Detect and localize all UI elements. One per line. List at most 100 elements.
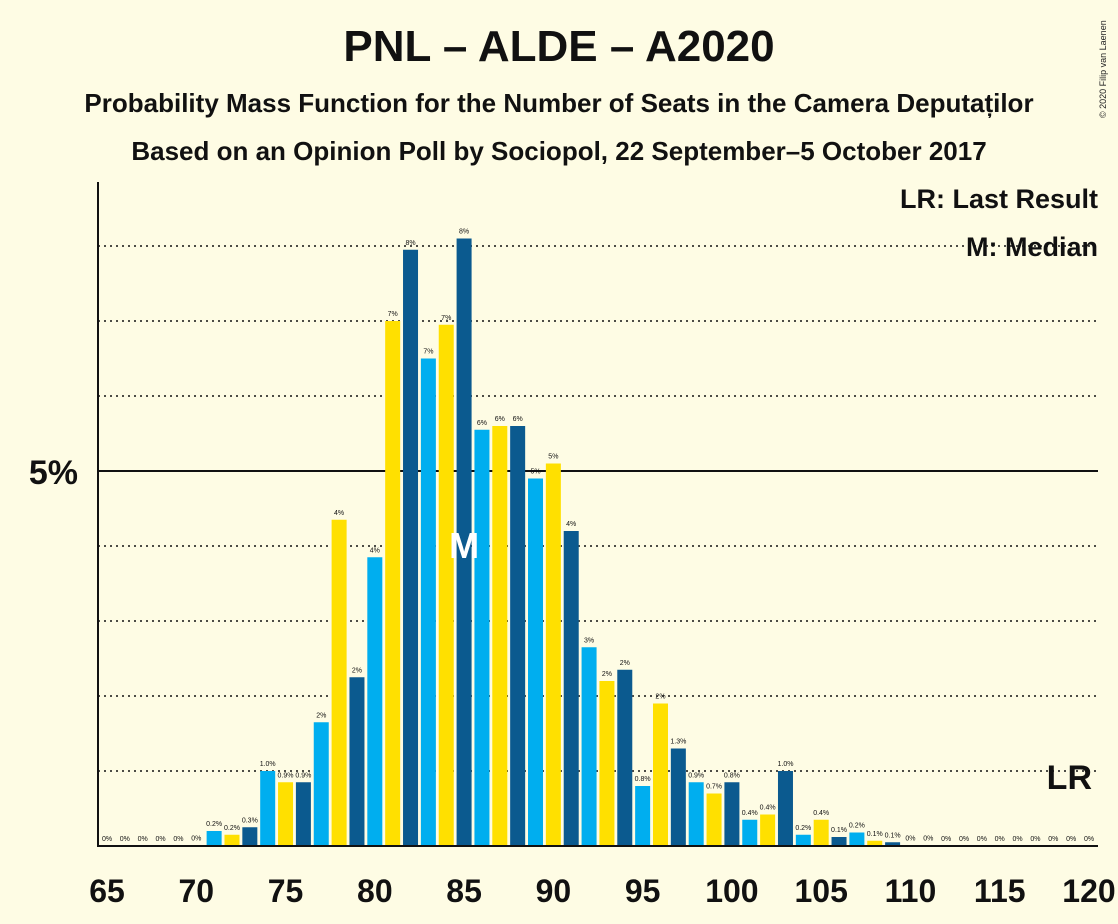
bar — [652, 703, 668, 846]
bar-label: 2% — [316, 712, 326, 719]
bar-label: 8% — [405, 240, 415, 247]
bar — [617, 669, 633, 846]
bar-label: 0.8% — [635, 776, 651, 783]
bar — [278, 782, 294, 846]
bar-label: 2% — [620, 660, 630, 667]
bar-label: 0.9% — [278, 772, 294, 779]
bar — [849, 832, 865, 846]
bar-label: 2% — [602, 671, 612, 678]
x-tick-label: 95 — [625, 873, 661, 909]
bar-label: 7% — [441, 315, 451, 322]
bar — [474, 429, 490, 846]
x-tick-label: 80 — [357, 873, 393, 909]
bar-label: 0.2% — [849, 823, 865, 830]
bar-label: 5% — [530, 469, 540, 476]
bar-label: 3% — [584, 637, 594, 644]
bar-label: 6% — [477, 420, 487, 427]
x-tick-label: 85 — [446, 873, 482, 909]
bar-label: 0% — [977, 836, 987, 843]
bar-label: 0.4% — [760, 805, 776, 812]
bar — [885, 842, 901, 846]
bar — [510, 426, 526, 846]
bar — [385, 321, 401, 846]
bar-label: 6% — [513, 416, 523, 423]
bar — [295, 782, 311, 846]
legend-median: M: Median — [966, 232, 1098, 262]
bar — [867, 840, 883, 846]
bar-label: 0.2% — [206, 821, 222, 828]
bar-label: 2% — [655, 694, 665, 701]
bar-label: 0% — [1066, 836, 1076, 843]
bar-label: 0.1% — [867, 831, 883, 838]
bar — [795, 834, 811, 846]
bar-label: 7% — [388, 311, 398, 318]
bar-label: 2% — [352, 667, 362, 674]
x-tick-label: 115 — [974, 873, 1026, 909]
bar — [545, 463, 561, 846]
bar — [313, 722, 329, 846]
chart-subtitle: Probability Mass Function for the Number… — [84, 88, 1034, 118]
bar-label: 4% — [566, 521, 576, 528]
bar-label: 1.0% — [777, 761, 793, 768]
bar-label: 0.7% — [706, 784, 722, 791]
bar-label: 6% — [495, 416, 505, 423]
legend-last-result: LR: Last Result — [899, 184, 1098, 214]
bar — [528, 478, 544, 846]
y-tick-label: 5% — [29, 454, 78, 492]
bar-label: 0.4% — [742, 810, 758, 817]
bar — [724, 782, 740, 846]
bar-label: 4% — [334, 510, 344, 517]
bar-label: 0% — [941, 836, 951, 843]
bar-label: 7% — [423, 349, 433, 356]
bar-label: 0.3% — [242, 817, 258, 824]
bar — [599, 681, 615, 846]
bar-label: 0% — [923, 835, 933, 842]
bar-label: 0% — [102, 836, 112, 843]
bar-label: 0.9% — [295, 772, 311, 779]
bar — [760, 814, 776, 846]
bar — [492, 426, 508, 846]
bar-label: 0% — [1084, 836, 1094, 843]
bar-label: 0% — [905, 835, 915, 842]
bar — [581, 647, 597, 846]
bar-label: 0% — [120, 836, 130, 843]
bar — [331, 519, 347, 846]
bar-label: 0.2% — [795, 825, 811, 832]
bar — [742, 819, 758, 846]
bar — [349, 677, 365, 846]
bar-label: 0.9% — [688, 772, 704, 779]
x-tick-label: 70 — [178, 873, 214, 909]
x-tick-label: 120 — [1062, 873, 1115, 909]
bar — [420, 358, 436, 846]
bar-label: 0.2% — [224, 825, 240, 832]
bar-label: 0.1% — [885, 832, 901, 839]
bar-label: 8% — [459, 229, 469, 236]
bar-label: 0.1% — [831, 827, 847, 834]
bar-label: 0% — [191, 835, 201, 842]
bar-label: 0% — [1013, 836, 1023, 843]
bar — [777, 771, 793, 846]
bar — [403, 249, 419, 846]
bar — [367, 557, 383, 846]
bar-label: 1.3% — [670, 739, 686, 746]
bar — [260, 771, 276, 846]
last-result-marker: LR — [1047, 759, 1092, 797]
bar — [813, 819, 829, 846]
x-tick-label: 100 — [705, 873, 758, 909]
bar — [706, 793, 722, 846]
bar-label: 0% — [173, 836, 183, 843]
bar-label: 5% — [548, 454, 558, 461]
bar — [688, 782, 704, 846]
bar — [242, 827, 258, 846]
x-tick-label: 105 — [794, 873, 847, 909]
bar-label: 0% — [1048, 836, 1058, 843]
bar — [456, 238, 472, 846]
bar-label: 0% — [995, 836, 1005, 843]
bar-label: 0.4% — [813, 810, 829, 817]
bar — [206, 831, 222, 846]
bar-label: 0% — [156, 836, 166, 843]
median-marker: M — [449, 525, 479, 566]
bar-label: 0% — [959, 836, 969, 843]
bar — [224, 834, 240, 846]
